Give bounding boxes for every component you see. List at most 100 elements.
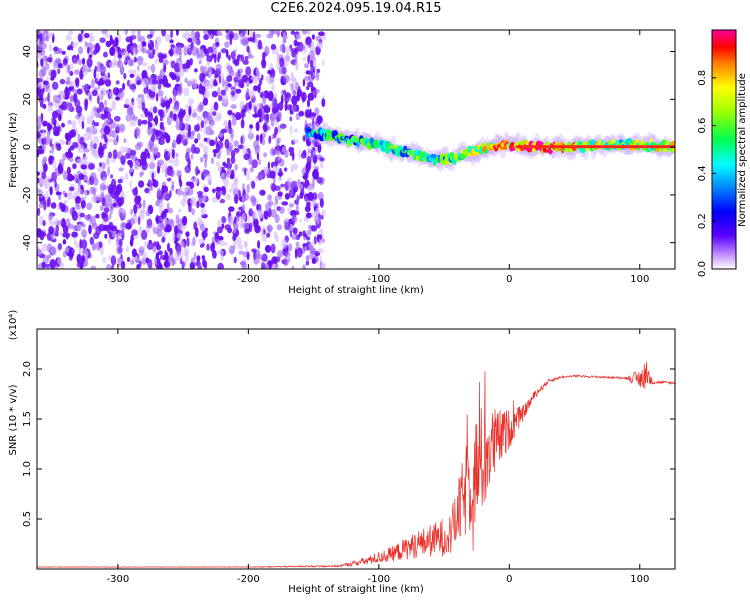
noise-blob — [240, 118, 245, 129]
x-tick-label: -300 — [107, 274, 130, 285]
noise-blob — [317, 143, 322, 153]
noise-blob — [215, 238, 221, 245]
noise-blob — [161, 30, 166, 37]
noise-blob — [239, 68, 244, 74]
noise-blob — [70, 95, 74, 101]
y-tick-label: 2.0 — [22, 361, 33, 377]
noise-blob — [144, 148, 150, 158]
noise-blob — [113, 115, 121, 122]
noise-blob — [100, 108, 104, 113]
noise-blob — [238, 250, 244, 255]
noise-blob — [109, 34, 113, 44]
noise-blob — [107, 138, 114, 143]
noise-blob — [296, 33, 302, 41]
noise-blob — [284, 149, 289, 159]
noise-blob — [157, 90, 164, 97]
noise-blob — [51, 81, 59, 91]
noise-blob — [63, 232, 71, 238]
noise-blob — [103, 202, 108, 208]
noise-blob — [107, 165, 110, 176]
noise-blob — [315, 71, 320, 81]
noise-blob — [65, 205, 69, 211]
noise-blob — [194, 138, 199, 144]
noise-blob — [101, 66, 106, 74]
noise-blob — [108, 213, 112, 220]
noise-blob — [303, 76, 311, 81]
noise-blob — [48, 99, 52, 108]
noise-blob — [167, 242, 170, 252]
noise-blob — [46, 57, 53, 63]
noise-blob — [230, 156, 236, 165]
noise-blob — [68, 156, 74, 163]
noise-blob — [290, 30, 296, 35]
noise-blob — [39, 32, 43, 42]
noise-blob — [221, 77, 225, 88]
noise-blob — [81, 120, 85, 130]
noise-blob — [290, 104, 297, 111]
noise-blob — [211, 90, 218, 98]
noise-blob — [192, 36, 197, 44]
noise-blob — [316, 216, 320, 225]
noise-blob — [227, 227, 233, 234]
noise-blob — [98, 241, 103, 248]
noise-blob — [129, 149, 137, 156]
noise-blob — [250, 75, 257, 81]
noise-blob — [307, 148, 312, 154]
noise-blob — [246, 45, 250, 53]
noise-blob — [289, 116, 293, 122]
noise-blob — [253, 218, 259, 229]
noise-blob — [188, 202, 192, 213]
noise-blob — [186, 187, 194, 196]
noise-blob — [316, 176, 323, 184]
noise-blob — [229, 35, 233, 46]
noise-blob — [168, 253, 174, 262]
noise-blob — [263, 122, 268, 133]
noise-blob — [302, 57, 307, 61]
noise-blob — [71, 88, 77, 93]
noise-blob — [168, 158, 174, 164]
noise-blob — [257, 108, 263, 118]
noise-blob — [50, 69, 57, 79]
noise-blob — [57, 63, 64, 69]
noise-blob — [111, 233, 117, 238]
noise-blob — [136, 80, 142, 85]
noise-blob — [60, 203, 66, 213]
noise-blob — [172, 139, 177, 149]
noise-blob — [62, 64, 66, 69]
noise-blob — [305, 136, 312, 147]
noise-blob — [199, 223, 205, 232]
noise-blob — [81, 116, 85, 122]
noise-blob — [130, 50, 134, 56]
noise-blob — [263, 210, 269, 220]
noise-blob — [162, 217, 168, 227]
spectrogram-x-ticks: -300 -200 -100 0 100 — [107, 30, 649, 285]
noise-blob — [110, 265, 115, 269]
signal-core — [515, 145, 675, 149]
noise-blob — [99, 205, 104, 211]
noise-blob — [118, 238, 123, 247]
noise-blob — [295, 94, 301, 102]
noise-blob — [306, 99, 311, 108]
noise-blob — [200, 206, 206, 216]
noise-blob — [37, 42, 43, 53]
noise-blob — [304, 109, 312, 119]
noise-blob — [203, 30, 208, 35]
noise-blob — [291, 151, 295, 162]
noise-blob — [57, 113, 62, 122]
noise-blob — [110, 174, 113, 179]
noise-blob — [101, 30, 108, 35]
noise-blob — [226, 169, 230, 179]
noise-blob — [42, 220, 46, 227]
noise-blob — [284, 101, 288, 112]
noise-blob — [122, 82, 126, 91]
noise-blob — [187, 158, 191, 169]
noise-blob — [57, 243, 63, 250]
noise-blob — [88, 224, 92, 235]
noise-blob — [152, 144, 159, 155]
noise-blob — [173, 113, 177, 121]
noise-blob — [271, 97, 276, 104]
noise-blob — [145, 210, 151, 217]
noise-blob — [203, 34, 209, 41]
noise-blob — [138, 245, 145, 251]
noise-blob — [131, 30, 135, 36]
